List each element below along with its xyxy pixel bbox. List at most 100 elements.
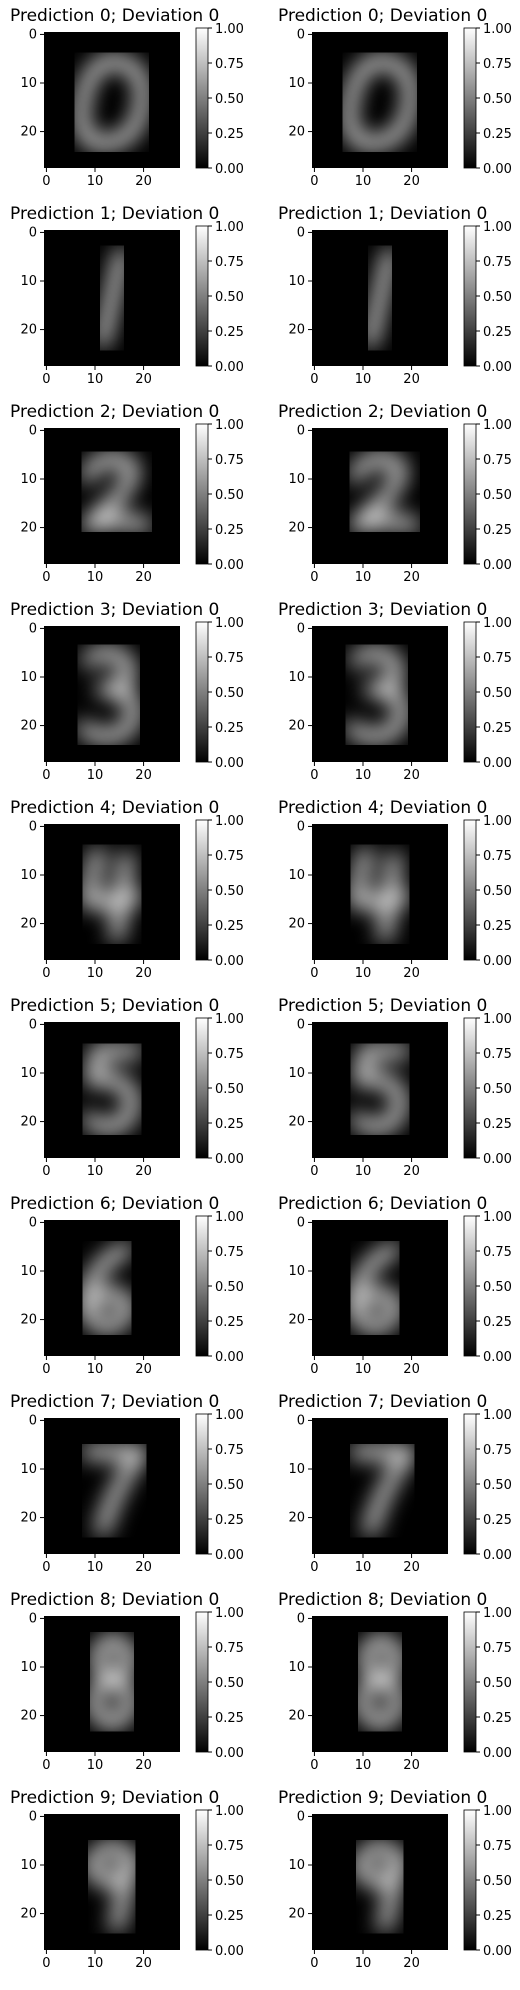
- x-tick-label: 10: [87, 1362, 104, 1377]
- colorbar-tick-label: 0.00: [483, 1548, 512, 1563]
- x-tick-label: 20: [135, 570, 152, 585]
- x-tick-label: 10: [87, 372, 104, 387]
- x-tick-label: 10: [87, 966, 104, 981]
- colorbar-tick-label: 0.50: [215, 1082, 244, 1097]
- y-tick-label: 0: [297, 423, 305, 438]
- digit-stroke: [95, 247, 129, 349]
- digit-stroke: [81, 452, 153, 532]
- colorbar-tick-label: 1.00: [483, 22, 512, 37]
- colorbar: [463, 1215, 477, 1357]
- colorbar-tick-label: 0.00: [483, 1350, 512, 1365]
- colorbar-tick-label: 0.50: [215, 1478, 244, 1493]
- colorbar-tick-label: 1.00: [483, 1804, 512, 1819]
- digit-image: [44, 1022, 180, 1158]
- colorbar: [195, 1611, 209, 1753]
- x-tick-label: 10: [355, 1362, 372, 1377]
- y-tick-label: 20: [20, 1313, 37, 1328]
- digit-stroke: [349, 452, 421, 532]
- image-panel: 0 10 20 0 10 20 1.00 0.75 0.50 0.25 0.00 Prediction…: [0, 594, 244, 783]
- panel-plot: 0 10 20 0 10 20 1.00 0.75 0.50 0.25 0.00: [288, 1012, 512, 1179]
- colorbar-tick-label: 0.75: [215, 1245, 244, 1260]
- colorbar-tick-label: 0.50: [483, 1280, 512, 1295]
- colorbar-tick-label: 0.75: [215, 57, 244, 72]
- colorbar-tick-label: 0.25: [483, 1711, 512, 1726]
- y-tick-label: 10: [20, 1264, 37, 1279]
- panel-title: Prediction 9; Deviation 0: [10, 1788, 220, 1808]
- colorbar-tick-label: 1.00: [483, 418, 512, 433]
- colorbar-tick-label: 0.75: [215, 1047, 244, 1062]
- panel-plot: 0 10 20 0 10 20 1.00 0.75 0.50 0.25 0.00: [20, 1210, 244, 1377]
- colorbar-tick-label: 1.00: [215, 814, 244, 829]
- x-tick-label: 0: [42, 1956, 50, 1971]
- colorbar-tick-label: 0.75: [215, 453, 244, 468]
- colorbar-tick-label: 1.00: [483, 1606, 512, 1621]
- colorbar-tick-label: 0.50: [215, 92, 244, 107]
- x-tick-label: 10: [355, 1164, 372, 1179]
- colorbar-tick-label: 0.00: [483, 1746, 512, 1761]
- x-tick-label: 20: [135, 1362, 152, 1377]
- panel-plot: 0 10 20 0 10 20 1.00 0.75 0.50 0.25 0.00: [20, 220, 244, 387]
- y-tick-label: 10: [288, 274, 305, 289]
- panel-plot: 0 10 20 0 10 20 1.00 0.75 0.50 0.25 0.00: [20, 814, 244, 981]
- x-tick-label: 0: [310, 1362, 318, 1377]
- colorbar-tick-label: 0.50: [483, 884, 512, 899]
- colorbar-tick-label: 1.00: [215, 1012, 244, 1027]
- colorbar-tick-label: 0.25: [215, 1315, 244, 1330]
- colorbar-tick-label: 0.50: [483, 1082, 512, 1097]
- x-tick-label: 10: [87, 1560, 104, 1575]
- digit-stroke: [87, 1633, 137, 1730]
- image-panel: 0 10 20 0 10 20 1.00 0.75 0.50 0.25 0.00 Prediction…: [0, 0, 244, 189]
- panel-title: Prediction 3; Deviation 0: [10, 600, 220, 620]
- image-panel: 0 10 20 0 10 20 1.00 0.75 0.50 0.25 0.00 Prediction…: [0, 1188, 244, 1377]
- digit-stroke: [349, 1445, 416, 1537]
- y-tick-label: 10: [288, 670, 305, 685]
- colorbar: [195, 225, 209, 367]
- digit-stroke: [81, 1044, 143, 1134]
- x-tick-label: 20: [135, 1560, 152, 1575]
- y-tick-label: 20: [20, 1907, 37, 1922]
- y-tick-label: 0: [297, 1611, 305, 1626]
- x-tick-label: 0: [310, 768, 318, 783]
- colorbar-tick-label: 0.25: [483, 1909, 512, 1924]
- y-tick-label: 20: [20, 125, 37, 140]
- x-tick-label: 10: [87, 1164, 104, 1179]
- x-tick-label: 20: [403, 570, 420, 585]
- x-tick-label: 0: [42, 966, 50, 981]
- x-tick-label: 20: [403, 966, 420, 981]
- colorbar-tick-label: 0.75: [483, 57, 512, 72]
- panel-plot: 0 10 20 0 10 20 1.00 0.75 0.50 0.25 0.00: [288, 814, 512, 981]
- x-tick-label: 20: [403, 768, 420, 783]
- colorbar-tick-label: 0.00: [483, 558, 512, 573]
- colorbar-tick-label: 1.00: [483, 1210, 512, 1225]
- colorbar-tick-label: 1.00: [215, 22, 244, 37]
- colorbar-tick-label: 0.50: [215, 290, 244, 305]
- x-tick-label: 20: [403, 1758, 420, 1773]
- y-tick-label: 0: [29, 1413, 37, 1428]
- y-tick-label: 10: [288, 1264, 305, 1279]
- panel-plot: 0 10 20 0 10 20 1.00 0.75 0.50 0.25 0.00: [288, 220, 512, 387]
- panel-title: Prediction 7; Deviation 0: [10, 1392, 220, 1412]
- panel-plot: 0 10 20 0 10 20 1.00 0.75 0.50 0.25 0.00: [288, 418, 512, 585]
- colorbar-tick-label: 0.25: [215, 325, 244, 340]
- colorbar: [195, 423, 209, 565]
- x-tick-label: 20: [135, 1956, 152, 1971]
- x-tick-label: 0: [310, 372, 318, 387]
- x-tick-label: 10: [355, 570, 372, 585]
- colorbar: [195, 1413, 209, 1555]
- colorbar-tick-label: 0.00: [215, 360, 244, 375]
- x-tick-label: 0: [42, 1362, 50, 1377]
- colorbar-tick-label: 0.75: [483, 849, 512, 864]
- x-tick-label: 0: [310, 1164, 318, 1179]
- panel-title: Prediction 1; Deviation 0: [278, 204, 488, 224]
- y-tick-label: 10: [20, 1660, 37, 1675]
- panel-plot: 0 10 20 0 10 20 1.00 0.75 0.50 0.25 0.00: [20, 418, 244, 585]
- digit-stroke: [349, 1044, 411, 1134]
- panel-plot: 0 10 20 0 10 20 1.00 0.75 0.50 0.25 0.00: [288, 1210, 512, 1377]
- x-tick-label: 20: [135, 966, 152, 981]
- colorbar: [195, 27, 209, 169]
- panel-plot: 0 10 20 0 10 20 1.00 0.75 0.50 0.25 0.00: [20, 1606, 244, 1773]
- colorbar-tick-label: 0.75: [483, 1245, 512, 1260]
- y-tick-label: 10: [20, 1066, 37, 1081]
- y-tick-label: 20: [288, 1313, 305, 1328]
